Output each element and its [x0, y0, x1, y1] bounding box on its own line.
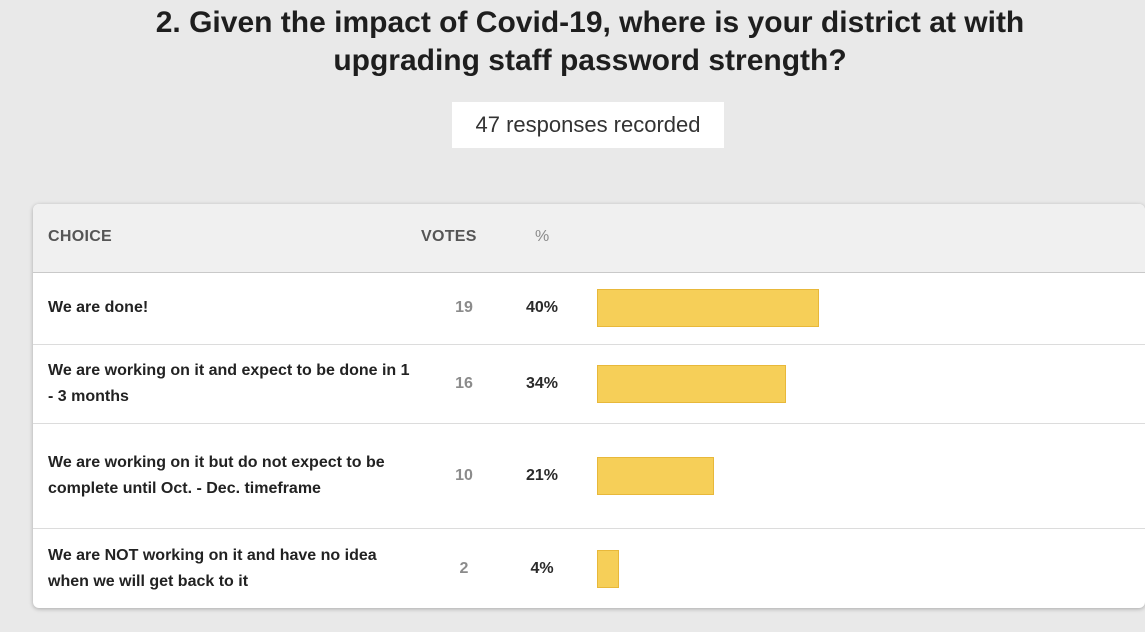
row-votes: 2 [459, 559, 469, 577]
row-percent: 34% [525, 375, 559, 392]
header-percent: % [535, 228, 550, 245]
row-bar [597, 549, 619, 588]
row-votes: 19 [455, 299, 473, 316]
row-choice: We are working on it and expect to be do… [48, 362, 410, 405]
chart-title-line-2: upgrading staff password strength? [333, 44, 847, 77]
row-votes: 16 [455, 375, 473, 392]
row-percent: 21% [525, 467, 559, 484]
responses-count: 47 responses recorded [452, 102, 724, 148]
row-votes: 10 [455, 467, 473, 484]
table-row: We are NOT working on it and have no ide… [33, 529, 1145, 608]
table-row: We are done! 19 40% [33, 272, 1145, 345]
results-table: CHOICE VOTES % We are done! 19 40% We ar… [33, 204, 1145, 608]
row-choice: We are working on it but do not expect t… [48, 454, 385, 497]
row-percent: 40% [525, 299, 559, 316]
row-bar [597, 365, 786, 403]
table-row: We are working on it but do not expect t… [33, 424, 1145, 529]
table-header: CHOICE VOTES % [33, 204, 1145, 273]
header-choice: CHOICE [48, 228, 113, 245]
row-choice: We are done! [48, 299, 149, 316]
chart-title-line-1: 2. Given the impact of Covid-19, where i… [155, 6, 1025, 39]
chart-title: 2. Given the impact of Covid-19, where i… [40, 4, 1140, 80]
row-bar [597, 289, 819, 327]
header-votes: VOTES [421, 228, 477, 245]
row-choice: We are NOT working on it and have no ide… [48, 546, 377, 590]
table-row: We are working on it and expect to be do… [33, 345, 1145, 424]
row-percent: 4% [530, 559, 554, 577]
row-bar [597, 457, 714, 495]
